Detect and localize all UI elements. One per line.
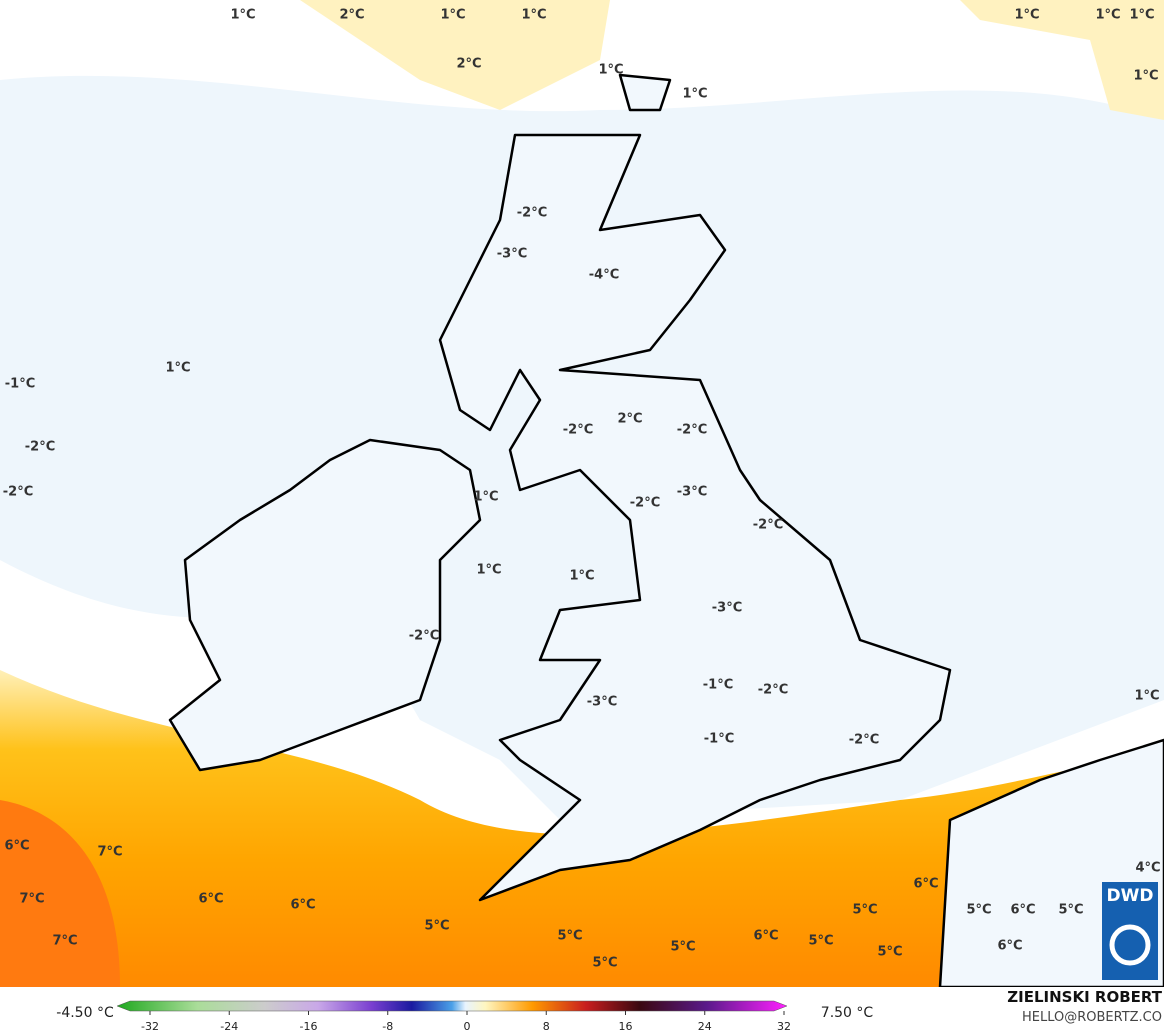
temperature-label: 5°C xyxy=(877,945,902,960)
colorbar-tick-label: -32 xyxy=(141,1020,159,1033)
colorbar-tick-label: -24 xyxy=(220,1020,238,1033)
temperature-label: 5°C xyxy=(852,903,877,918)
colorbar-tick-label: 24 xyxy=(698,1020,712,1033)
temperature-label: 5°C xyxy=(808,934,833,949)
temperature-label: 1°C xyxy=(230,8,255,23)
credit-name: ZIELINSKI ROBERT xyxy=(1007,988,1162,1006)
temperature-label: -1°C xyxy=(5,377,35,392)
temperature-label: 6°C xyxy=(753,929,778,944)
colorbar-tick-label: -8 xyxy=(382,1020,393,1033)
temperature-label: 5°C xyxy=(670,940,695,955)
temperature-label: 7°C xyxy=(97,845,122,860)
temperature-label: -1°C xyxy=(703,678,733,693)
logo-icon xyxy=(1109,924,1151,966)
land xyxy=(168,73,1164,989)
temperature-label: 1°C xyxy=(440,8,465,23)
temperature-label: -2°C xyxy=(517,206,547,221)
temperature-label: 1°C xyxy=(476,563,501,578)
temperature-label: 5°C xyxy=(592,956,617,971)
colorbar-min: -4.50 °C xyxy=(56,1005,114,1021)
colorbar-tick-label: 8 xyxy=(543,1020,550,1033)
temperature-label: 1°C xyxy=(598,63,623,78)
colorbar-tick-label: -16 xyxy=(300,1020,318,1033)
warm-core xyxy=(0,800,120,987)
temperature-label: 1°C xyxy=(569,569,594,584)
warm-patch xyxy=(300,0,610,110)
temperature-label: 6°C xyxy=(913,877,938,892)
temperature-label: 2°C xyxy=(617,412,642,427)
temperature-label: 6°C xyxy=(290,898,315,913)
warm-patch xyxy=(960,0,1164,120)
temperature-label: 1°C xyxy=(165,361,190,376)
temperature-label: 6°C xyxy=(997,939,1022,954)
temperature-label: -2°C xyxy=(630,496,660,511)
colorbar-tick-label: 0 xyxy=(464,1020,471,1033)
coastline xyxy=(168,438,482,772)
colorbar xyxy=(116,1000,788,1012)
temperature-label: 1°C xyxy=(1133,69,1158,84)
temperature-label: -3°C xyxy=(677,485,707,500)
temperature-label: 7°C xyxy=(52,934,77,949)
logo: DWD xyxy=(1107,886,1154,906)
temperature-label: 1°C xyxy=(682,87,707,102)
temperature-label: 5°C xyxy=(966,903,991,918)
temperature-label: 1°C xyxy=(473,490,498,505)
temperature-label: 2°C xyxy=(456,57,481,72)
temperature-label: 1°C xyxy=(521,8,546,23)
temperature-label: 6°C xyxy=(198,892,223,907)
temperature-label: -1°C xyxy=(704,732,734,747)
temperature-label: -2°C xyxy=(753,518,783,533)
temperature-label: -2°C xyxy=(758,683,788,698)
temperature-label: -2°C xyxy=(563,423,593,438)
temperature-label: 1°C xyxy=(1134,689,1159,704)
temperature-label: 5°C xyxy=(424,919,449,934)
temperature-label: -3°C xyxy=(712,601,742,616)
temperature-label: -2°C xyxy=(3,485,33,500)
coastline xyxy=(438,133,952,902)
temperature-label: 1°C xyxy=(1129,8,1154,23)
temperature-label: -2°C xyxy=(25,440,55,455)
temperature-label: -4°C xyxy=(589,268,619,283)
temperature-label: -3°C xyxy=(497,247,527,262)
temperature-label: -2°C xyxy=(849,733,879,748)
temperature-label: -3°C xyxy=(587,695,617,710)
colorbar-tick-label: 16 xyxy=(619,1020,633,1033)
temperature-label: -2°C xyxy=(677,423,707,438)
temperature-label: 6°C xyxy=(4,839,29,854)
temperature-label: 6°C xyxy=(1010,903,1035,918)
temperature-label: -2°C xyxy=(409,629,439,644)
warm-zone xyxy=(0,670,1164,987)
temperature-label: 1°C xyxy=(1014,8,1039,23)
temperature-label: 5°C xyxy=(1058,903,1083,918)
temperature-label: 4°C xyxy=(1135,861,1160,876)
colorbar-tick-label: 32 xyxy=(777,1020,791,1033)
temperature-label: 2°C xyxy=(339,8,364,23)
temperature-label: 7°C xyxy=(19,892,44,907)
colorbar-max: 7.50 °C xyxy=(821,1005,874,1021)
coastline xyxy=(618,73,672,112)
credit-contact: HELLO@ROBERTZ.CO xyxy=(1022,1010,1162,1025)
temperature-label: 5°C xyxy=(557,929,582,944)
temperature-label: 1°C xyxy=(1095,8,1120,23)
